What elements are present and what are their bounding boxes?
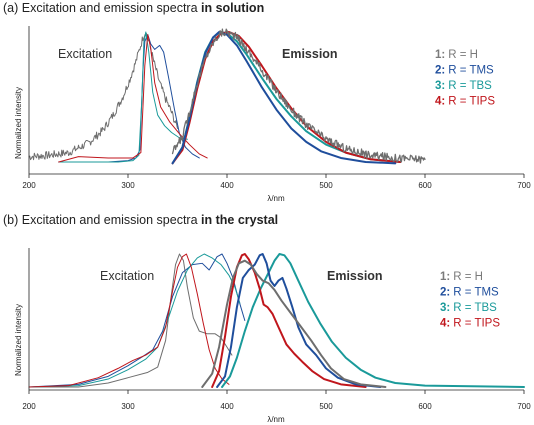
- legend-number: 4:: [435, 96, 445, 108]
- legend-number: 3:: [435, 80, 445, 92]
- panel-title-prefix: (a) Excitation and emission spectra: [3, 1, 202, 15]
- legend-number: 2:: [435, 65, 445, 77]
- x-axis-label: λ/nm: [267, 194, 285, 203]
- series-emission-compound-4: [171, 31, 402, 165]
- panel-title-bold: in solution: [201, 1, 265, 15]
- legend-label: R = TIPS: [448, 96, 495, 108]
- legend-label: R = H: [453, 271, 483, 283]
- x-tick-label: 500: [319, 181, 333, 190]
- series-excitation-compound-4: [28, 253, 230, 388]
- legend-number: 4:: [440, 318, 450, 330]
- x-tick-label: 300: [121, 402, 135, 411]
- legend-number: 3:: [440, 302, 450, 314]
- series-excitation-compound-3: [28, 253, 241, 388]
- series-emission-compound-1: [201, 259, 387, 388]
- x-tick-label: 300: [121, 181, 135, 190]
- legend-entry: 3: R = TBS: [440, 302, 497, 314]
- x-tick-label: 200: [22, 402, 36, 411]
- legend-entry: 2: R = TMS: [440, 287, 499, 299]
- legend-label: R = TIPS: [453, 318, 500, 330]
- y-axis-label: Normalized intensity: [14, 87, 23, 159]
- panel-crystal: (b) Excitation and emission spectra in t…: [0, 212, 534, 424]
- x-tick-label: 700: [517, 402, 531, 411]
- series-excitation-compound-1: [28, 253, 233, 388]
- x-tick-label: 400: [220, 402, 234, 411]
- panel-title: (a) Excitation and emission spectra in s…: [3, 1, 264, 15]
- legend-number: 2:: [440, 287, 450, 299]
- legend-number: 1:: [440, 271, 450, 283]
- series-emission-compound-2: [216, 253, 382, 388]
- excitation-label: Excitation: [58, 47, 112, 61]
- legend-label: R = TMS: [448, 65, 494, 77]
- x-tick-label: 600: [418, 181, 432, 190]
- series-emission-compound-1: [171, 28, 426, 164]
- x-axis-label: λ/nm: [267, 415, 285, 424]
- legend-entry: 1: R = H: [440, 271, 483, 283]
- legend-entry: 1: R = H: [435, 49, 478, 61]
- x-tick-label: 500: [319, 402, 333, 411]
- legend-entry: 2: R = TMS: [435, 65, 494, 77]
- legend-label: R = TMS: [453, 287, 499, 299]
- panel-solution: (a) Excitation and emission spectra in s…: [0, 0, 534, 212]
- chart-crystal: 200 300 400 500 600 700 Excitation Emission N…: [14, 248, 531, 424]
- legend-entry: 4: R = TIPS: [435, 96, 495, 108]
- legend-number: 1:: [435, 49, 445, 61]
- series-excitation-compound-4: [58, 34, 208, 163]
- legend-label: R = TBS: [448, 80, 492, 92]
- y-axis-label: Normalized intensity: [14, 304, 23, 376]
- x-tick-label: 700: [517, 181, 531, 190]
- legend-label: R = TBS: [453, 302, 497, 314]
- chart-solution: 200 300 400 500 600 700 Excitation Emission N…: [14, 26, 531, 203]
- panel-title-prefix: (b) Excitation and emission spectra: [3, 213, 202, 227]
- legend-entry: 4: R = TIPS: [440, 318, 500, 330]
- excitation-label: Excitation: [100, 269, 154, 283]
- panel-title-bold: in the crystal: [201, 213, 279, 227]
- emission-label: Emission: [282, 47, 338, 61]
- series-emission-compound-4: [211, 253, 367, 388]
- series-emission-compound-3: [221, 253, 525, 388]
- legend-label: R = H: [448, 49, 478, 61]
- x-tick-label: 400: [220, 181, 234, 190]
- x-tick-label: 600: [418, 402, 432, 411]
- series-excitation-compound-2: [28, 253, 246, 388]
- legend-entry: 3: R = TBS: [435, 80, 492, 92]
- series-excitation-compound-1: [28, 33, 178, 161]
- panel-title: (b) Excitation and emission spectra in t…: [3, 213, 278, 227]
- x-tick-label: 200: [22, 181, 36, 190]
- emission-label: Emission: [327, 269, 383, 283]
